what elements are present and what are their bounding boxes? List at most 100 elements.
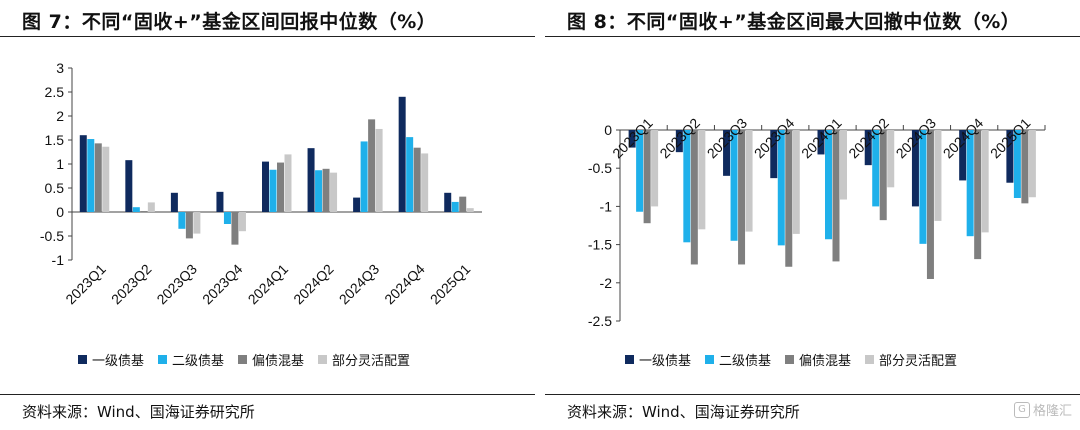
chart-title: 图 8：不同“固收+”基金区间最大回撤中位数（%） [567, 11, 1021, 33]
chart-title: 图 7：不同“固收+”基金区间回报中位数（%） [22, 11, 437, 33]
bar [698, 130, 706, 230]
bar [459, 196, 467, 212]
bar [792, 130, 800, 234]
bar [94, 143, 102, 212]
bar [353, 197, 361, 212]
bar [825, 130, 832, 240]
title-rule [0, 36, 535, 37]
bar [277, 162, 284, 212]
bar [1013, 130, 1021, 198]
legend-swatch [318, 355, 328, 364]
y-tick-label: -2 [600, 275, 613, 291]
bar [368, 119, 376, 212]
legend-swatch [785, 355, 795, 364]
legend-item: 部分灵活配置 [865, 350, 957, 369]
legend-label: 偏债混基 [799, 354, 852, 369]
x-tick-label: 2023Q3 [153, 261, 200, 308]
legend-label: 偏债混基 [252, 354, 305, 369]
y-tick-label: -0.5 [588, 160, 612, 176]
chart-panel-drawdown: 图 8：不同“固收+”基金区间最大回撤中位数（%） 0 -0.5 -1 -1.5 -2 -… [545, 0, 1080, 430]
y-tick-label: -1 [52, 252, 65, 268]
bar [683, 130, 691, 243]
bar [745, 130, 753, 232]
bar [406, 137, 414, 212]
bar [322, 168, 330, 212]
watermark: G 格隆汇 [1013, 400, 1072, 419]
legend-swatch [705, 355, 715, 364]
bar [690, 130, 698, 265]
legend-swatch [865, 355, 875, 364]
bar [1006, 130, 1014, 183]
bar [238, 212, 246, 232]
bar [102, 146, 110, 212]
legend-swatch [158, 355, 168, 364]
bar [375, 128, 383, 212]
bar [147, 202, 155, 212]
bar [636, 130, 644, 212]
x-tick-label: 2023Q4 [199, 261, 246, 308]
source-rule [545, 394, 1080, 395]
source-note: 资料来源：Wind、国海证券研究所 [22, 403, 255, 421]
bar [178, 212, 186, 229]
legend-item: 一级债基 [625, 350, 691, 369]
x-tick-label: 2023Q1 [62, 261, 109, 308]
x-tick-label: 2024Q3 [336, 261, 383, 308]
bar [911, 130, 919, 207]
x-tick-label: 2023Q2 [108, 261, 155, 308]
y-tick-label: 0 [604, 122, 612, 138]
y-tick-label: 3 [56, 60, 64, 76]
bar [262, 161, 269, 212]
bar [79, 135, 87, 212]
bar [223, 212, 231, 224]
x-tick-label: 2025Q1 [427, 261, 474, 308]
legend-label: 一级债基 [639, 354, 692, 369]
x-tick-label: 2024Q4 [381, 261, 428, 308]
bar [284, 154, 292, 212]
bar [315, 170, 323, 212]
bar [872, 130, 880, 207]
y-tick-label: 0.5 [45, 180, 65, 196]
bar [1021, 130, 1029, 204]
bar [730, 130, 738, 241]
legend-item: 一级债基 [78, 350, 144, 369]
bar [785, 130, 793, 267]
gelonghui-logo-icon: G [1013, 401, 1030, 418]
bar [140, 211, 148, 212]
bar [125, 160, 133, 212]
bar [770, 130, 778, 179]
bar [170, 192, 178, 212]
bar [817, 130, 825, 155]
bar [185, 212, 193, 239]
title-rule [545, 36, 1080, 37]
legend-label: 一级债基 [92, 354, 145, 369]
bar [1028, 130, 1036, 198]
bar [269, 169, 277, 212]
bar [887, 130, 895, 188]
bar [840, 130, 847, 200]
legend-label: 部分灵活配置 [879, 354, 958, 369]
legend-swatch [625, 355, 634, 364]
chart-panel-returns: 图 7：不同“固收+”基金区间回报中位数（%） 3 2.5 2 1.5 1 0.5 0 -0.… [0, 0, 535, 430]
bar [360, 141, 368, 212]
y-tick-label: -1 [600, 198, 613, 214]
legend-item: 部分灵活配置 [318, 350, 410, 369]
y-tick-label: 1 [56, 156, 64, 172]
legend-item: 二级债基 [705, 350, 771, 369]
x-tick-label: 2024Q2 [290, 261, 337, 308]
bar [330, 172, 338, 212]
bar [864, 130, 872, 166]
bar [398, 96, 406, 212]
y-tick-label: -0.5 [40, 228, 64, 244]
bar [675, 130, 683, 153]
bar [216, 191, 224, 212]
chart-legend: 一级债基 二级债基 偏债混基 部分灵活配置 [78, 350, 410, 369]
bar [444, 192, 452, 212]
y-tick-label: 1.5 [45, 132, 65, 148]
legend-item: 偏债混基 [785, 350, 851, 369]
bar [651, 130, 659, 207]
legend-label: 二级债基 [719, 354, 772, 369]
bar [926, 130, 934, 279]
y-tick-label: 2 [56, 108, 64, 124]
